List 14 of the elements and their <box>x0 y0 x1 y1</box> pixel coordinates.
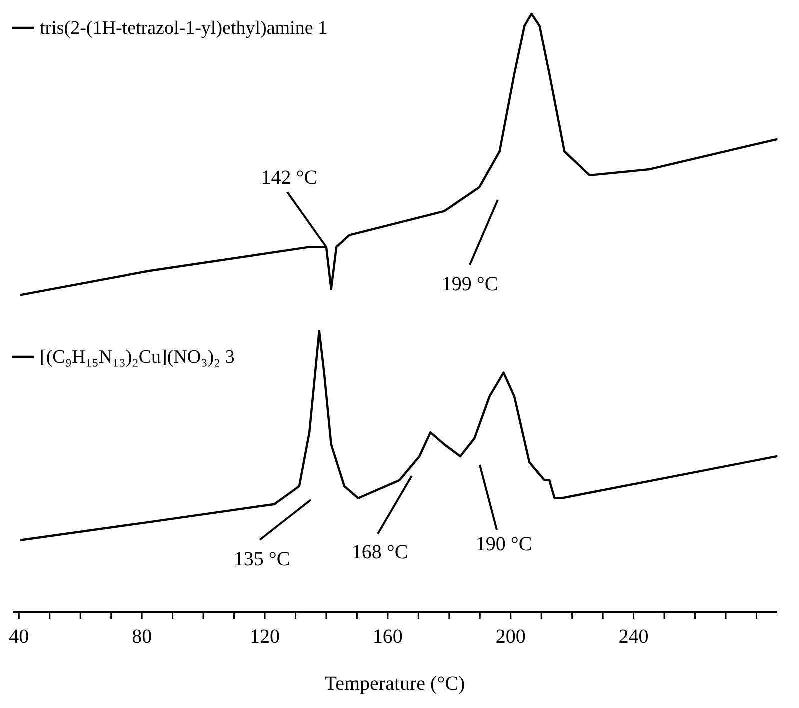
x-tick-label: 80 <box>132 626 152 648</box>
x-tick-label: 120 <box>250 626 280 648</box>
x-tick-label: 160 <box>372 626 403 648</box>
annotation: 199 °C <box>442 274 498 296</box>
legend-label: [(C₉H₁₅N₁₃)₂Cu](NO₃)₂ 3 <box>40 347 235 368</box>
annotation: 168 °C <box>352 542 408 564</box>
annotation: 190 °C <box>476 534 532 556</box>
x-tick-label: 240 <box>618 626 649 648</box>
x-tick-label: 40 <box>9 626 30 648</box>
x-axis-title: Temperature (°C) <box>324 673 466 695</box>
x-tick-label: 200 <box>496 626 526 648</box>
annotation: 142 °C <box>261 166 318 189</box>
legend-label: tris(2-(1H-tetrazol-1-yl)ethyl)amine 1 <box>40 18 328 39</box>
annotation: 135 °C <box>234 548 290 571</box>
